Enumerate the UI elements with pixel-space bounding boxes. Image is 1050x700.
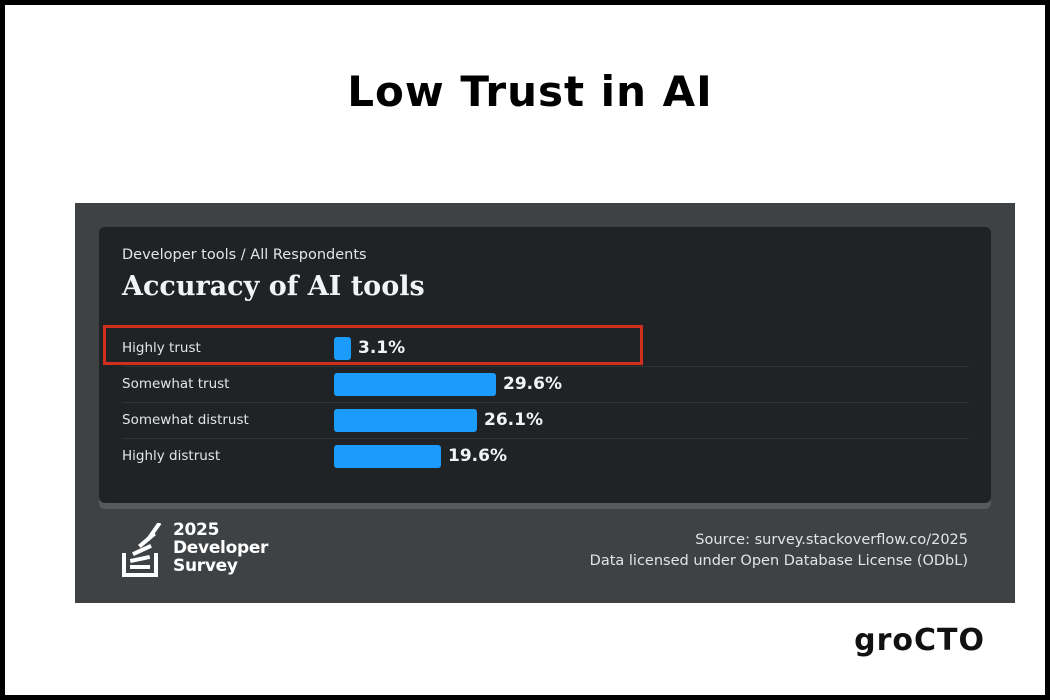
logo-line-survey: Survey [173,556,238,576]
page-headline: Low Trust in AI [347,67,713,116]
bar-value-label: 19.6% [448,446,507,466]
category-label: Highly distrust [122,448,221,464]
category-label: Somewhat trust [122,376,230,392]
bar-row: Somewhat trust 29.6% [122,367,969,403]
breadcrumb: Developer tools / All Respondents [122,247,367,263]
bar-row: Highly distrust 19.6% [122,439,969,474]
bar-row: Highly trust 3.1% [122,331,969,367]
logo-year: 2025 [173,520,220,540]
license-text: Data licensed under Open Database Licens… [589,553,968,569]
bar [334,337,351,360]
source-block: Source: survey.stackoverflow.co/2025 Dat… [590,530,968,572]
bar [334,409,477,432]
chart-title: Accuracy of AI tools [122,271,425,302]
bar-rows: Highly trust 3.1% Somewhat trust 29.6% Somew… [122,331,969,474]
survey-card: Developer tools / All Respondents Accura… [75,203,1015,603]
stack-logo-icon [122,523,162,577]
category-label: Somewhat distrust [122,412,249,428]
bar-row: Somewhat distrust 26.1% [122,403,969,439]
bar-value-label: 29.6% [503,374,562,394]
bar [334,373,496,396]
brand-logo: groCTO [854,623,985,658]
bar [334,445,441,468]
logo-text: 2025 Developer Survey [173,521,268,575]
survey-logo: 2025 Developer Survey [122,521,272,579]
logo-line-developer: Developer [173,538,269,558]
chart-panel: Developer tools / All Respondents Accura… [99,227,991,503]
highlight-box [103,325,643,365]
bar-value-label: 26.1% [484,410,543,430]
bar-value-label: 3.1% [358,338,406,358]
source-text: Source: survey.stackoverflow.co/2025 [695,532,968,548]
category-label: Highly trust [122,340,201,356]
